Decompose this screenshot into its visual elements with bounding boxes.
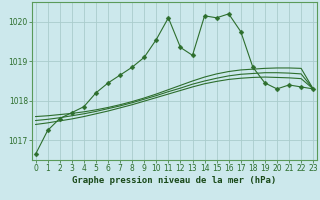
X-axis label: Graphe pression niveau de la mer (hPa): Graphe pression niveau de la mer (hPa) <box>72 176 276 185</box>
